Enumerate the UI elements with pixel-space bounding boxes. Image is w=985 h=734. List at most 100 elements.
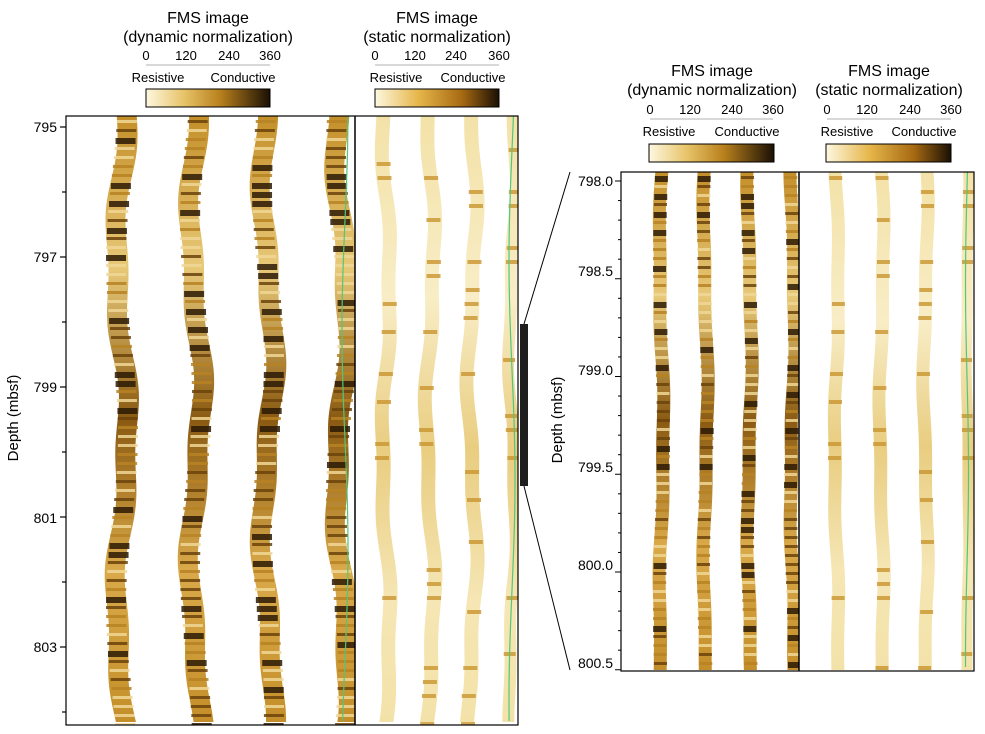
fms-band [656,473,670,476]
fms-band [191,363,212,366]
fms-band [653,653,667,656]
fms-band [185,651,206,654]
fms-band [112,165,133,168]
fms-band [183,282,204,285]
fms-band [259,282,280,285]
scale-tick-label: 360 [762,102,784,117]
fms-band [743,293,757,296]
fms-band [113,156,134,159]
fms-band [263,363,284,366]
fms-band [917,372,931,376]
left-image-frame [65,115,519,726]
fms-band [787,374,799,377]
fms-band [180,192,201,195]
scale-tick-label: 120 [175,48,197,63]
fms-band [263,687,284,693]
fms-band [653,275,667,278]
fms-band [187,669,208,672]
depth-tick-label: 801 [34,510,58,526]
left-panel1-scale-ticks: 0 120 240 360 [142,48,281,66]
fms-band [335,372,355,375]
fms-band [107,570,128,573]
fms-band [743,419,757,422]
fms-band [252,156,273,159]
fms-band [920,260,934,264]
fms-band [697,608,711,611]
fms-band [654,329,668,335]
fms-band [252,543,273,546]
fms-band [785,221,799,224]
fms-band [106,588,127,591]
fms-band [656,392,670,395]
fms-band [423,330,438,334]
fms-band [508,148,518,152]
fms-band [107,300,128,303]
fms-band [107,642,128,645]
fms-band [786,599,799,602]
fms-band [786,401,799,404]
fms-band [181,606,202,612]
fms-band [180,246,201,249]
fms-band [180,228,201,231]
fms-band [257,615,278,621]
scale-tick-label: 360 [488,48,510,63]
fms-band [190,435,211,438]
fms-band [698,293,712,296]
fms-band [741,230,755,236]
fms-band [506,596,518,600]
depth-tick-label: 797 [34,249,58,265]
scale-tick-label: 240 [218,48,240,63]
fms-band [787,338,799,341]
fms-band [787,356,799,359]
fms-band [697,221,711,224]
fms-band [962,246,974,250]
fms-band [331,408,352,411]
fms-band [787,347,799,350]
fms-band [420,722,435,725]
fms-band [252,552,273,555]
fms-band [656,410,670,413]
fms-band [254,129,275,132]
fms-band [699,455,713,458]
fms-band [655,374,669,377]
fms-band [191,723,212,725]
fms-band [741,482,755,485]
fms-band [653,662,667,665]
depth-tick-label: 803 [34,639,58,655]
right-panel1-conductive-label: Conductive [714,124,779,139]
fms-band [464,302,479,306]
fms-band [326,525,347,528]
fms-band [426,274,441,278]
fms-band [106,624,127,627]
fms-band [785,419,799,422]
fms-band [326,462,347,468]
fms-band [653,626,667,632]
fms-band [180,579,201,582]
fms-band [419,386,434,390]
fms-band [115,138,136,144]
fms-band [375,456,390,460]
fms-pad-strip [872,172,891,670]
fms-band [185,138,206,141]
fms-band [337,651,355,654]
fms-band [653,563,667,569]
fms-band [744,653,758,656]
fms-band [253,219,274,222]
fms-band [187,327,208,333]
fms-band [700,347,714,353]
fms-band [378,372,393,376]
fms-band [741,176,755,179]
fms-band [106,255,127,261]
fms-band [191,399,212,402]
fms-band [337,336,355,339]
fms-band [335,264,355,267]
left-minor-ticks [60,126,66,713]
fms-band [655,491,669,494]
fms-band [113,507,134,513]
fms-band [698,302,712,305]
fms-band [115,723,136,725]
fms-band [117,462,138,465]
fms-band [334,606,355,612]
fms-band [337,669,355,672]
fms-band [656,482,670,485]
